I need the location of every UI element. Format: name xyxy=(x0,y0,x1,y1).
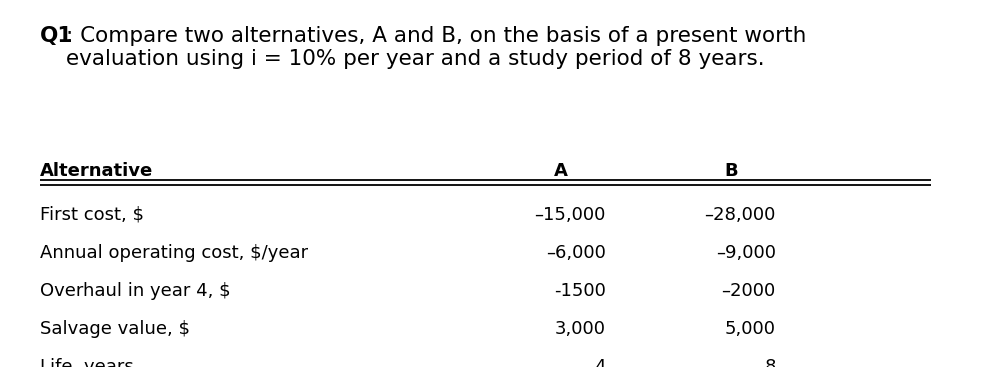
Text: First cost, $: First cost, $ xyxy=(40,206,144,224)
Text: Alternative: Alternative xyxy=(40,161,153,180)
Text: A: A xyxy=(554,161,568,180)
Text: –9,000: –9,000 xyxy=(716,244,776,262)
Text: Life, years: Life, years xyxy=(40,358,134,367)
Text: Annual operating cost, $/year: Annual operating cost, $/year xyxy=(40,244,308,262)
Text: 3,000: 3,000 xyxy=(555,320,606,338)
Text: -1500: -1500 xyxy=(554,282,606,300)
Text: 5,000: 5,000 xyxy=(725,320,776,338)
Text: B: B xyxy=(724,161,738,180)
Text: –28,000: –28,000 xyxy=(705,206,776,224)
Text: 4: 4 xyxy=(595,358,606,367)
Text: –2000: –2000 xyxy=(722,282,776,300)
Text: : Compare two alternatives, A and B, on the basis of a present worth
evaluation : : Compare two alternatives, A and B, on … xyxy=(66,26,807,69)
Text: –6,000: –6,000 xyxy=(546,244,606,262)
Text: –15,000: –15,000 xyxy=(535,206,606,224)
Text: Overhaul in year 4, $: Overhaul in year 4, $ xyxy=(40,282,230,300)
Text: Q1: Q1 xyxy=(40,26,73,46)
Text: 8: 8 xyxy=(765,358,776,367)
Text: Salvage value, $: Salvage value, $ xyxy=(40,320,190,338)
